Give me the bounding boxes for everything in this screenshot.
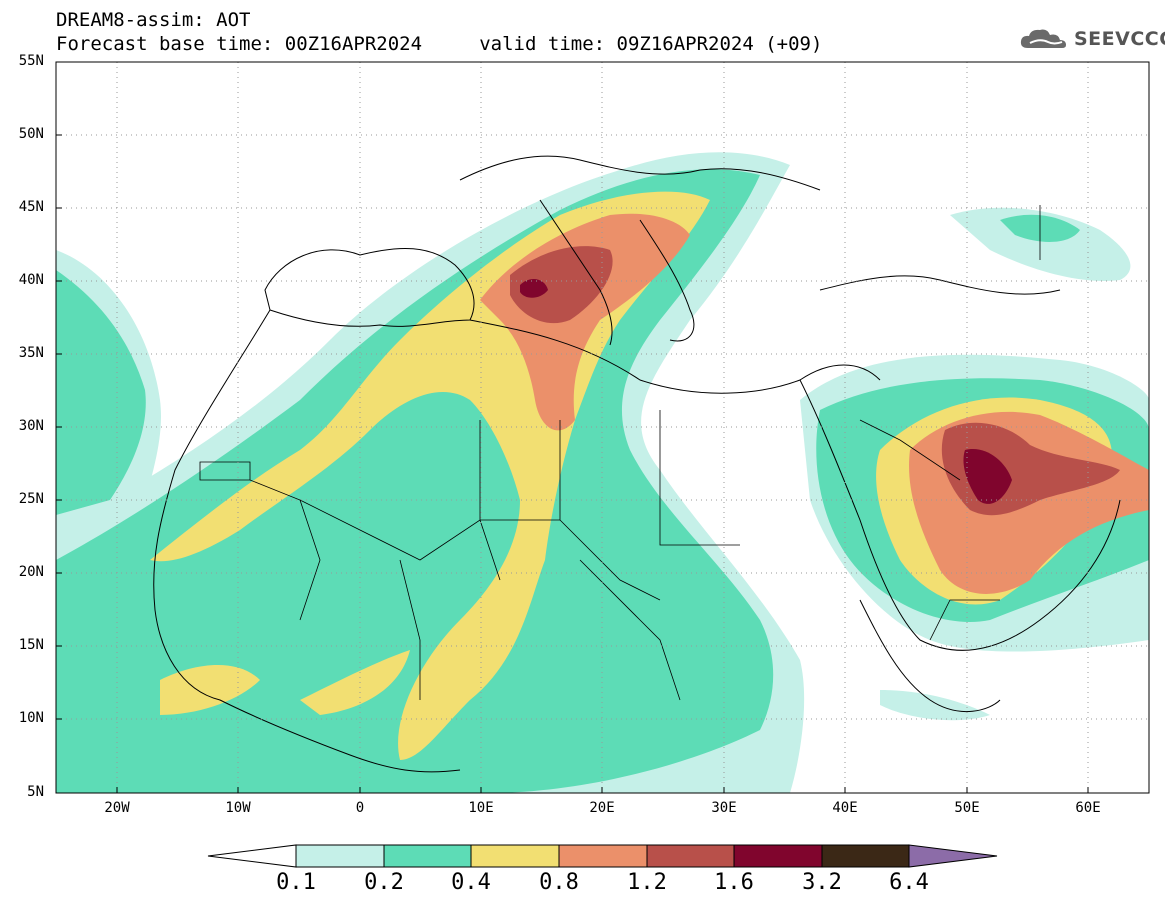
lat-label: 45N [18, 199, 44, 215]
colorbar-under-triangle [207, 844, 297, 868]
colorbar-swatch-1.2-1.6 [646, 844, 735, 868]
lon-label: 20W [104, 800, 130, 816]
lat-label: 40N [18, 272, 44, 288]
lat-label: 50N [18, 126, 44, 142]
lat-label: 30N [18, 418, 44, 434]
lon-label: 50E [954, 800, 980, 816]
country-borders [199, 205, 1041, 701]
colorbar-swatch-0.2-0.4 [383, 844, 472, 868]
west-africa-coast [153, 309, 461, 773]
colorbar-swatch-1.6-3.2 [733, 844, 823, 868]
lat-label: 10N [18, 710, 44, 726]
lat-label: 55N [18, 53, 44, 69]
colorbar-over-triangle [908, 844, 998, 868]
colorbar-swatch-0.8-1.2 [558, 844, 648, 868]
lat-lon-grid [56, 62, 1149, 793]
colorbar-swatch-0.1-0.2 [295, 844, 385, 868]
europe-coast [459, 155, 821, 191]
coastlines [153, 155, 1121, 773]
iberia-coast [264, 248, 475, 327]
logo-text: SEEVCCC [1074, 28, 1165, 50]
cloud-icon [1020, 29, 1066, 48]
colorbar-swatch-0.4-0.8 [470, 844, 560, 868]
balkan-coast [639, 219, 695, 342]
aot-field [56, 152, 1149, 793]
lat-label: 15N [18, 637, 44, 653]
axis-ticks [56, 61, 1089, 794]
colorbar [207, 844, 998, 868]
colorbar-label: 0.2 [364, 870, 404, 895]
lat-label: 5N [27, 784, 44, 800]
horn-africa-coast [859, 599, 1001, 713]
lon-label: 0 [355, 800, 365, 816]
seevccc-logo: SEEVCCC [1018, 26, 1165, 52]
italy-coast [539, 199, 613, 346]
lon-label: 20E [589, 800, 615, 816]
lon-label: 10E [468, 800, 494, 816]
colorbar-label: 6.4 [889, 870, 929, 895]
colorbar-label: 3.2 [802, 870, 842, 895]
lat-label: 25N [18, 491, 44, 507]
colorbar-label: 1.6 [714, 870, 754, 895]
map-title: DREAM8-assim: AOT [56, 9, 251, 31]
lon-label: 40E [832, 800, 858, 816]
north-africa-coast [469, 319, 881, 394]
lat-label: 20N [18, 564, 44, 580]
forecast-time-line: Forecast base time: 00Z16APR2024 valid t… [56, 33, 823, 55]
colorbar-label: 0.1 [276, 870, 316, 895]
lon-label: 10W [225, 800, 251, 816]
lon-label: 60E [1075, 800, 1101, 816]
lat-label: 35N [18, 345, 44, 361]
colorbar-label: 0.4 [451, 870, 491, 895]
aot-level-1.6 [520, 278, 1012, 504]
colorbar-swatch-3.2-6.4 [821, 844, 910, 868]
colorbar-label: 0.8 [539, 870, 579, 895]
arabia-coast [799, 379, 1121, 651]
lon-label: 30E [711, 800, 737, 816]
colorbar-label: 1.2 [627, 870, 667, 895]
